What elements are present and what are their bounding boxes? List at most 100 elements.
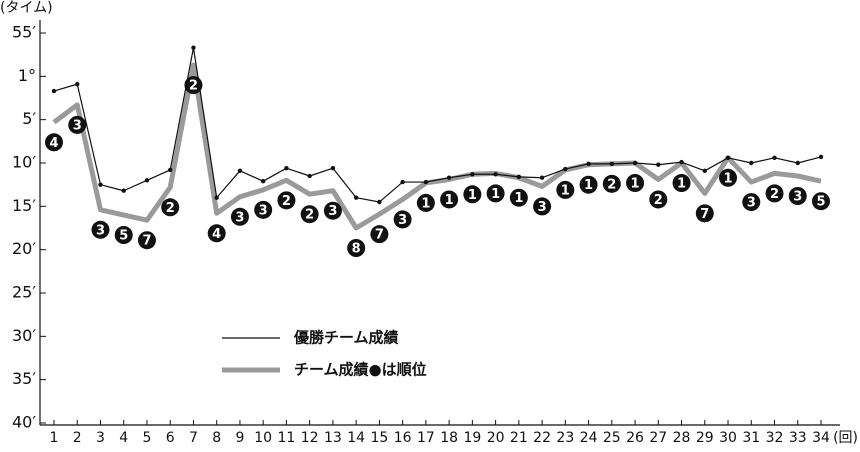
rank-badge [45,133,63,152]
rank-badge [765,184,784,203]
rank-badge [161,198,180,217]
rank-label: 1 [584,178,593,193]
legend-label: チーム成績●は順位 [294,361,427,379]
x-tick-label: 33 [789,430,807,446]
rank-label: 3 [398,213,407,228]
x-tick-label: 30 [719,430,737,446]
rank-badge [579,175,598,194]
rank-badge [626,174,645,192]
point [237,168,243,173]
rank-badge [602,174,621,193]
x-tick-label: 21 [510,430,528,446]
y-tick-label: 20′ [12,239,36,258]
x-tick-label: 1 [50,430,59,446]
rank-badge [91,220,110,239]
y-tick-label: 55′ [12,23,36,42]
x-tick-label: 2 [73,430,82,446]
x-tick-label: 16 [394,430,412,446]
point [539,175,545,180]
rank-label: 3 [259,203,268,218]
x-tick-label: 23 [556,430,574,446]
rank-label: 4 [212,227,221,242]
rank-label: 7 [142,234,151,249]
x-tick-label: 22 [533,430,551,446]
point [795,160,800,166]
x-tick-label: 15 [370,430,388,446]
rank-label: 8 [352,242,361,257]
point [121,188,126,193]
rank-label: 7 [700,207,709,222]
point [330,166,336,171]
rank-label: 1 [468,188,477,203]
point [284,166,289,171]
x-tick-label: 12 [301,430,319,446]
rank-label: 2 [305,208,314,223]
rank-badge [137,231,156,250]
point [679,159,684,165]
point [260,179,266,184]
point [75,81,80,87]
rank-badge [649,190,668,209]
y-tick-label: 10′ [12,153,36,172]
rank-badge [370,225,389,244]
y-tick-label: 1° [18,66,36,85]
rank-badge [207,224,226,243]
rank-label: 7 [375,228,384,243]
rank-label: 2 [770,187,779,202]
rank-label: 3 [96,223,105,238]
y-axis-label: (タイム) [0,0,53,16]
rank-badge [114,226,133,244]
point [400,179,405,185]
point [656,162,661,167]
x-tick-label: 20 [487,430,505,446]
point [702,168,707,173]
rank-label: 1 [561,183,570,198]
x-tick-label: 26 [626,430,644,446]
series-line [52,62,822,231]
rank-label: 1 [631,177,640,192]
y-tick-label: 30′ [12,326,36,345]
rank-label: 3 [235,210,244,225]
rank-badge [509,188,528,207]
rank-badge [695,204,714,223]
rank-badge [416,193,435,212]
rank-badge [230,207,249,226]
rank-label: 2 [607,177,616,192]
point [191,45,196,50]
rank-label: 5 [119,229,128,244]
rank-badge [672,174,691,192]
point [725,155,731,160]
point [749,160,754,166]
rank-badge [486,184,505,203]
x-tick-label: 17 [417,430,435,446]
x-tick-label: 7 [189,430,198,446]
x-tick-label: 10 [254,430,272,446]
x-tick-label: 5 [143,430,152,446]
x-tick-label: 31 [742,430,760,446]
point [353,195,359,200]
point [772,155,777,160]
rank-label: 3 [73,118,82,133]
point [563,166,568,172]
rank-badge [463,185,482,204]
series-line [53,47,822,203]
rank-badge [184,76,203,95]
y-tick-label: 40′ [12,413,36,432]
x-tick-label: 14 [347,430,365,446]
point [98,182,103,187]
rank-badge [742,193,761,212]
rank-label: 4 [49,136,58,151]
rank-badge [556,180,575,199]
rank-badge [719,168,738,187]
rank-badge [277,191,296,210]
point [493,172,498,177]
x-tick-label: 27 [649,430,667,446]
rank-label: 2 [654,193,663,208]
point [446,175,452,180]
point [51,88,57,94]
rank-label: 1 [491,187,500,202]
point [377,199,382,205]
x-tick-label: 18 [440,430,458,446]
rank-label: 2 [282,194,291,209]
